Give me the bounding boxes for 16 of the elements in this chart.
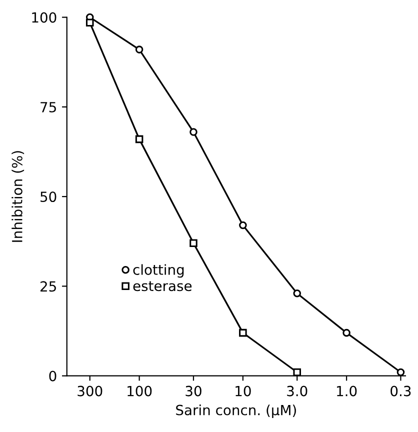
x-tick-label: 300: [78, 386, 102, 396]
y-tick-label: 75: [40, 102, 56, 112]
x-tick-label: 10: [236, 386, 251, 396]
y-tick-label: 0: [49, 370, 56, 382]
x-tick-label: 1.0: [337, 386, 357, 396]
y-tick-label: 100: [32, 12, 56, 23]
y-tick-label: 25: [40, 281, 56, 292]
y-axis-title: Inhibition (%): [12, 151, 24, 242]
x-tick-label: 0.3: [390, 386, 411, 396]
y-tick-label: 50: [40, 192, 56, 202]
x-axis-title: Sarin concn. (µM): [176, 404, 296, 418]
legend-label: clotting: [133, 264, 184, 278]
x-tick-label: 100: [128, 386, 152, 396]
x-tick-label: 30: [186, 386, 202, 396]
legend-label: esterase: [133, 281, 192, 292]
x-tick-label: 3.0: [287, 386, 308, 396]
